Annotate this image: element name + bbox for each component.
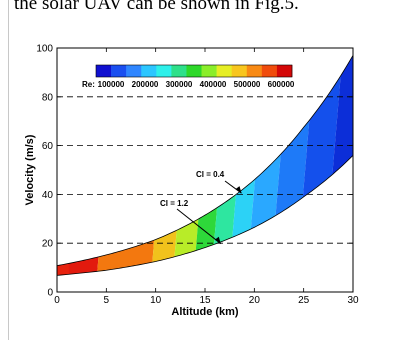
- colorbar-swatch-5: [171, 65, 187, 77]
- colorbar-tick-label-3: 400000: [200, 80, 227, 89]
- colorbar-tick-label-5: 600000: [268, 80, 295, 89]
- page-margin-rule: [8, 0, 9, 340]
- y-tick-label-60: 60: [42, 141, 54, 152]
- y-axis-label: Velocity (m/s): [24, 134, 36, 205]
- x-tick-label-10: 10: [150, 295, 162, 306]
- x-tick-label-20: 20: [249, 295, 261, 306]
- annotation-cl-0.4-arrowhead: [235, 186, 242, 194]
- cl-annotations: Cl = 0.4 Cl = 1.2: [160, 170, 242, 245]
- annotation-cl-0.4-label: Cl = 0.4: [196, 170, 225, 179]
- colorbar-swatch-0: [96, 65, 112, 77]
- colorbar-swatch-1: [111, 65, 127, 77]
- colorbar-swatch-10: [246, 65, 263, 77]
- colorbar-swatch-3: [141, 65, 157, 77]
- colorbar-tick-label-1: 200000: [132, 80, 159, 89]
- x-axis-label: Altitude (km): [171, 306, 239, 318]
- colorbar-swatch-9: [231, 65, 248, 77]
- y-tick-label-100: 100: [36, 44, 53, 55]
- colorbar-swatch-6: [186, 65, 202, 77]
- colorbar-swatch-12: [276, 65, 293, 77]
- y-tick-label-80: 80: [42, 92, 54, 103]
- colorbar-swatch-11: [261, 65, 278, 77]
- x-tick-label-30: 30: [347, 295, 359, 306]
- y-axis-ticks: 0 20 40 60 80 100: [36, 44, 353, 299]
- annotation-cl-1.2-arrowhead: [214, 236, 221, 244]
- annotation-cl-1.2-arrow: [176, 208, 222, 245]
- colorbar-swatch-4: [156, 65, 172, 77]
- colorbar-outline: [95, 64, 293, 78]
- y-tick-label-40: 40: [42, 190, 54, 201]
- colorbar-swatch-7: [201, 65, 217, 77]
- colorbar-swatch-8: [216, 65, 232, 77]
- colorbar-swatch-2: [126, 65, 142, 77]
- colorbar-label: Re:: [82, 80, 95, 89]
- y-tick-label-20: 20: [42, 239, 54, 250]
- x-axis-ticks: 0 5 10 15 20 25 30: [54, 48, 359, 306]
- cl-1.2-boundary-line: [56, 155, 354, 276]
- x-tick-label-5: 5: [104, 295, 110, 306]
- reynolds-colorbar: Re: 100000 200000 300000 400000 500000 600000: [82, 64, 295, 89]
- x-tick-label-25: 25: [298, 295, 310, 306]
- y-tick-label-0: 0: [47, 288, 53, 299]
- x-tick-label-0: 0: [54, 295, 60, 306]
- caption-text-fragment: the solar UAV can be shown in Fig.5.: [14, 0, 299, 14]
- colorbar-tick-label-0: 100000: [98, 80, 125, 89]
- x-tick-label-15: 15: [199, 295, 211, 306]
- colorbar-tick-label-2: 300000: [166, 80, 193, 89]
- colorbar-tick-label-4: 500000: [234, 80, 261, 89]
- re-band-edge: [57, 262, 69, 276]
- cl-0.4-boundary-line: [56, 55, 354, 267]
- annotation-cl-1.2-label: Cl = 1.2: [160, 199, 189, 208]
